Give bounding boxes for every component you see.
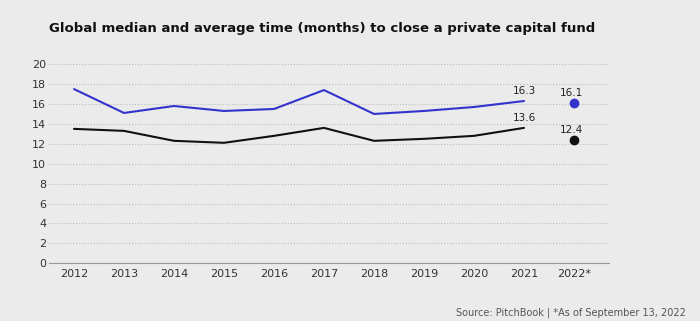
Text: Source: PitchBook | *As of September 13, 2022: Source: PitchBook | *As of September 13,… — [456, 307, 686, 318]
Text: 12.4: 12.4 — [560, 125, 583, 135]
Text: 13.6: 13.6 — [512, 113, 536, 123]
Text: 16.1: 16.1 — [560, 88, 583, 98]
Text: 16.3: 16.3 — [512, 86, 536, 96]
Text: Global median and average time (months) to close a private capital fund: Global median and average time (months) … — [49, 22, 595, 35]
